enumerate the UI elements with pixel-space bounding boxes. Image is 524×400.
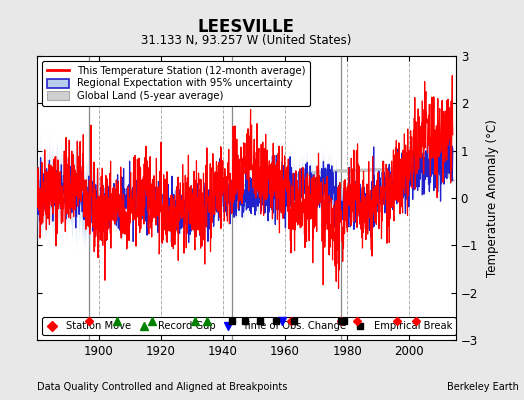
Text: Data Quality Controlled and Aligned at Breakpoints: Data Quality Controlled and Aligned at B…: [37, 382, 287, 392]
Text: Berkeley Earth: Berkeley Earth: [447, 382, 519, 392]
Text: 31.133 N, 93.257 W (United States): 31.133 N, 93.257 W (United States): [141, 34, 352, 47]
Y-axis label: Temperature Anomaly (°C): Temperature Anomaly (°C): [486, 119, 499, 277]
Legend: Station Move, Record Gap, Time of Obs. Change, Empirical Break: Station Move, Record Gap, Time of Obs. C…: [42, 317, 456, 335]
Text: LEESVILLE: LEESVILLE: [198, 18, 295, 36]
